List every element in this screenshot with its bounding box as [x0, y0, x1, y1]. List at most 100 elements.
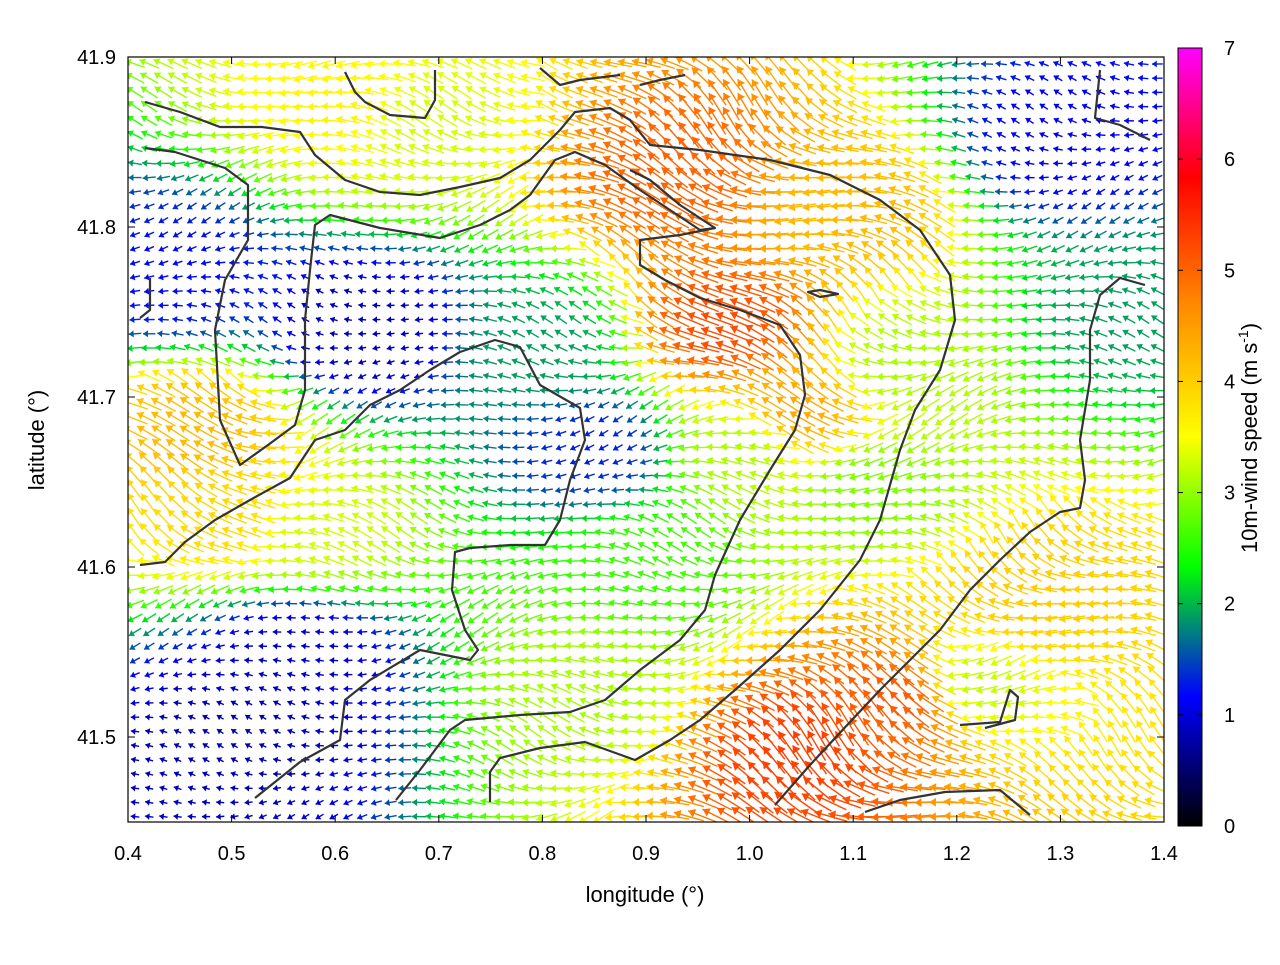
- wind-arrow: [604, 212, 631, 228]
- wind-arrow: [1067, 146, 1077, 153]
- wind-arrow: [157, 174, 170, 181]
- wind-arrow: [215, 259, 225, 266]
- wind-arrow: [627, 445, 637, 451]
- wind-arrow: [439, 713, 456, 720]
- wind-arrow: [1110, 132, 1120, 139]
- wind-arrow: [453, 499, 469, 507]
- wind-arrow: [1108, 372, 1122, 379]
- wind-arrow: [173, 217, 182, 223]
- wind-arrow: [198, 343, 213, 351]
- wind-arrow: [144, 203, 154, 209]
- wind-arrow: [130, 246, 140, 252]
- wind-arrow: [215, 274, 225, 281]
- wind-arrow: [596, 358, 612, 365]
- wind-arrow: [203, 729, 210, 735]
- wind-arrow: [498, 415, 511, 422]
- wind-arrow: [483, 401, 497, 408]
- wind-arrow: [1022, 302, 1038, 309]
- wind-arrow: [326, 414, 341, 424]
- wind-arrow: [428, 345, 437, 352]
- wind-arrow: [455, 316, 467, 323]
- wind-arrow: [1134, 430, 1152, 437]
- wind-arrow: [1067, 203, 1076, 209]
- wind-arrow: [144, 643, 154, 650]
- wind-arrow: [667, 527, 683, 537]
- wind-arrow: [1136, 372, 1151, 379]
- wind-arrow: [638, 500, 654, 507]
- wind-arrow: [1035, 359, 1052, 366]
- y-tick-label: 41.9: [77, 47, 116, 69]
- wind-arrow: [1039, 75, 1048, 81]
- wind-arrow: [454, 485, 470, 493]
- wind-arrow: [145, 785, 153, 791]
- wind-arrow: [935, 145, 953, 152]
- wind-arrow: [187, 217, 196, 223]
- wind-arrow: [1064, 372, 1080, 379]
- wind-arrow: [1110, 89, 1120, 95]
- wind-arrow: [454, 471, 469, 478]
- wind-arrow: [230, 657, 239, 664]
- wind-arrow: [497, 316, 511, 323]
- wind-arrow: [425, 471, 442, 479]
- wind-arrow: [187, 203, 197, 209]
- wind-arrow: [997, 118, 1006, 124]
- wind-arrow: [399, 714, 411, 721]
- wind-arrow: [1124, 75, 1134, 82]
- wind-arrow: [539, 273, 555, 280]
- x-tick-label: 0.9: [632, 843, 660, 865]
- wind-arrow: [202, 813, 210, 820]
- wind-arrow: [355, 231, 370, 238]
- wind-arrow: [187, 302, 197, 309]
- wind-arrow: [131, 714, 139, 721]
- wind-arrow: [1122, 259, 1136, 266]
- wind-arrow: [329, 614, 339, 621]
- wind-arrow: [1081, 217, 1091, 224]
- wind-arrow: [1068, 132, 1077, 138]
- wind-arrow: [689, 724, 717, 737]
- wind-arrow: [1022, 260, 1038, 267]
- wind-arrow: [358, 373, 366, 379]
- wind-arrow: [155, 130, 172, 138]
- wind-arrow: [399, 742, 411, 749]
- wind-arrow: [159, 686, 168, 693]
- wind-arrow: [1040, 104, 1048, 110]
- wind-arrow: [747, 140, 772, 159]
- wind-arrow: [412, 714, 425, 721]
- wind-arrow: [526, 344, 539, 351]
- wind-arrow: [1078, 387, 1094, 394]
- wind-arrow: [1110, 103, 1120, 110]
- wind-arrow: [1065, 302, 1080, 309]
- wind-arrow: [244, 615, 254, 622]
- wind-arrow: [259, 657, 267, 663]
- wind-arrow: [159, 246, 168, 252]
- wind-arrow: [231, 700, 238, 706]
- wind-arrow: [217, 743, 224, 748]
- wind-arrow: [174, 771, 181, 777]
- wind-arrow: [647, 311, 674, 327]
- wind-arrow: [931, 710, 957, 724]
- wind-arrow: [256, 217, 269, 224]
- wind-arrow: [357, 799, 367, 805]
- wind-arrow: [512, 301, 526, 308]
- wind-arrow: [188, 714, 195, 720]
- wind-arrow: [541, 473, 552, 480]
- wind-arrow: [625, 387, 639, 395]
- wind-arrow: [775, 142, 802, 155]
- wind-arrow: [413, 629, 426, 636]
- wind-arrow: [273, 643, 281, 650]
- wind-arrow: [344, 331, 352, 337]
- wind-arrow: [186, 189, 197, 196]
- wind-arrow: [187, 643, 197, 649]
- colorbar-tick-label: 7: [1224, 38, 1235, 60]
- wind-arrow: [583, 315, 596, 323]
- wind-arrow: [860, 228, 886, 240]
- wind-arrow: [412, 728, 426, 735]
- wind-arrow: [287, 743, 295, 749]
- wind-arrow: [314, 373, 324, 380]
- wind-arrow: [703, 710, 732, 723]
- wind-arrow: [315, 714, 323, 720]
- wind-arrow: [439, 798, 455, 805]
- wind-arrow: [316, 785, 324, 791]
- wind-arrow: [172, 288, 182, 295]
- wind-arrow: [328, 388, 339, 394]
